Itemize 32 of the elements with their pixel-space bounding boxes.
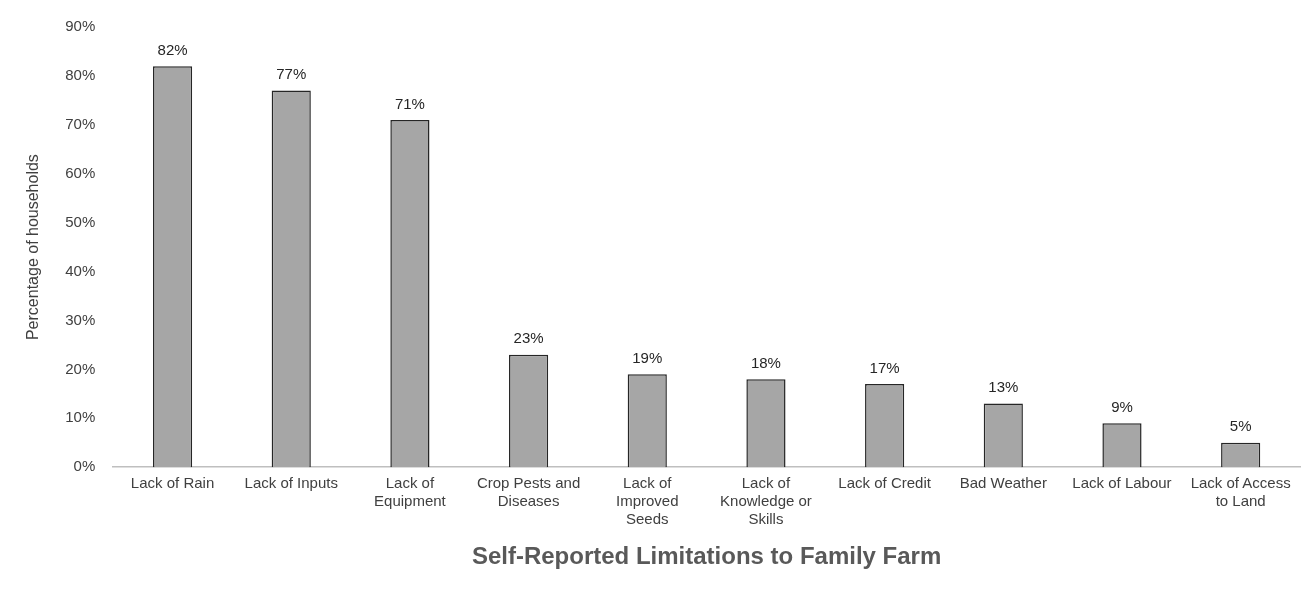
x-tick-label: Lack of Improved Seeds [616, 474, 679, 528]
y-tick-label: 80% [65, 66, 96, 84]
data-label: 18% [750, 353, 781, 371]
y-tick-label: 10% [65, 408, 96, 426]
y-axis-title: Percentage of households [24, 154, 42, 341]
x-tick-label: Bad Weather [959, 474, 1047, 492]
y-tick-label: 60% [65, 163, 96, 181]
x-tick-label: Lack of Inputs [244, 474, 338, 492]
data-label: 17% [869, 358, 900, 376]
x-tick-label: Lack of Knowledge or Skills [720, 474, 812, 528]
y-tick-label: 50% [65, 212, 96, 230]
x-tick-label: Lack of Equipment [374, 474, 447, 510]
x-tick-label: Lack of Access to Land [1190, 474, 1291, 510]
data-label: 13% [988, 378, 1019, 396]
data-label: 9% [1111, 397, 1133, 415]
data-label: 19% [632, 348, 663, 366]
x-tick-label: Lack of Credit [838, 474, 932, 492]
y-tick-label: 30% [65, 310, 96, 328]
y-tick-label: 70% [65, 114, 96, 132]
y-tick-label: 0% [73, 457, 96, 475]
data-label: 71% [394, 94, 425, 112]
data-label: 82% [157, 40, 188, 58]
x-tick-label: Lack of Labour [1072, 474, 1172, 492]
y-tick-label: 90% [65, 17, 96, 35]
x-axis-title: Self-Reported Limitations to Family Farm [471, 542, 942, 570]
y-tick-label: 40% [65, 261, 96, 279]
x-tick-label: Lack of Rain [130, 474, 215, 492]
data-label: 23% [513, 329, 544, 347]
x-tick-label: Crop Pests and Diseases [476, 474, 581, 510]
y-tick-label: 20% [65, 359, 96, 377]
data-label: 5% [1229, 417, 1252, 435]
data-label: 77% [276, 65, 307, 83]
